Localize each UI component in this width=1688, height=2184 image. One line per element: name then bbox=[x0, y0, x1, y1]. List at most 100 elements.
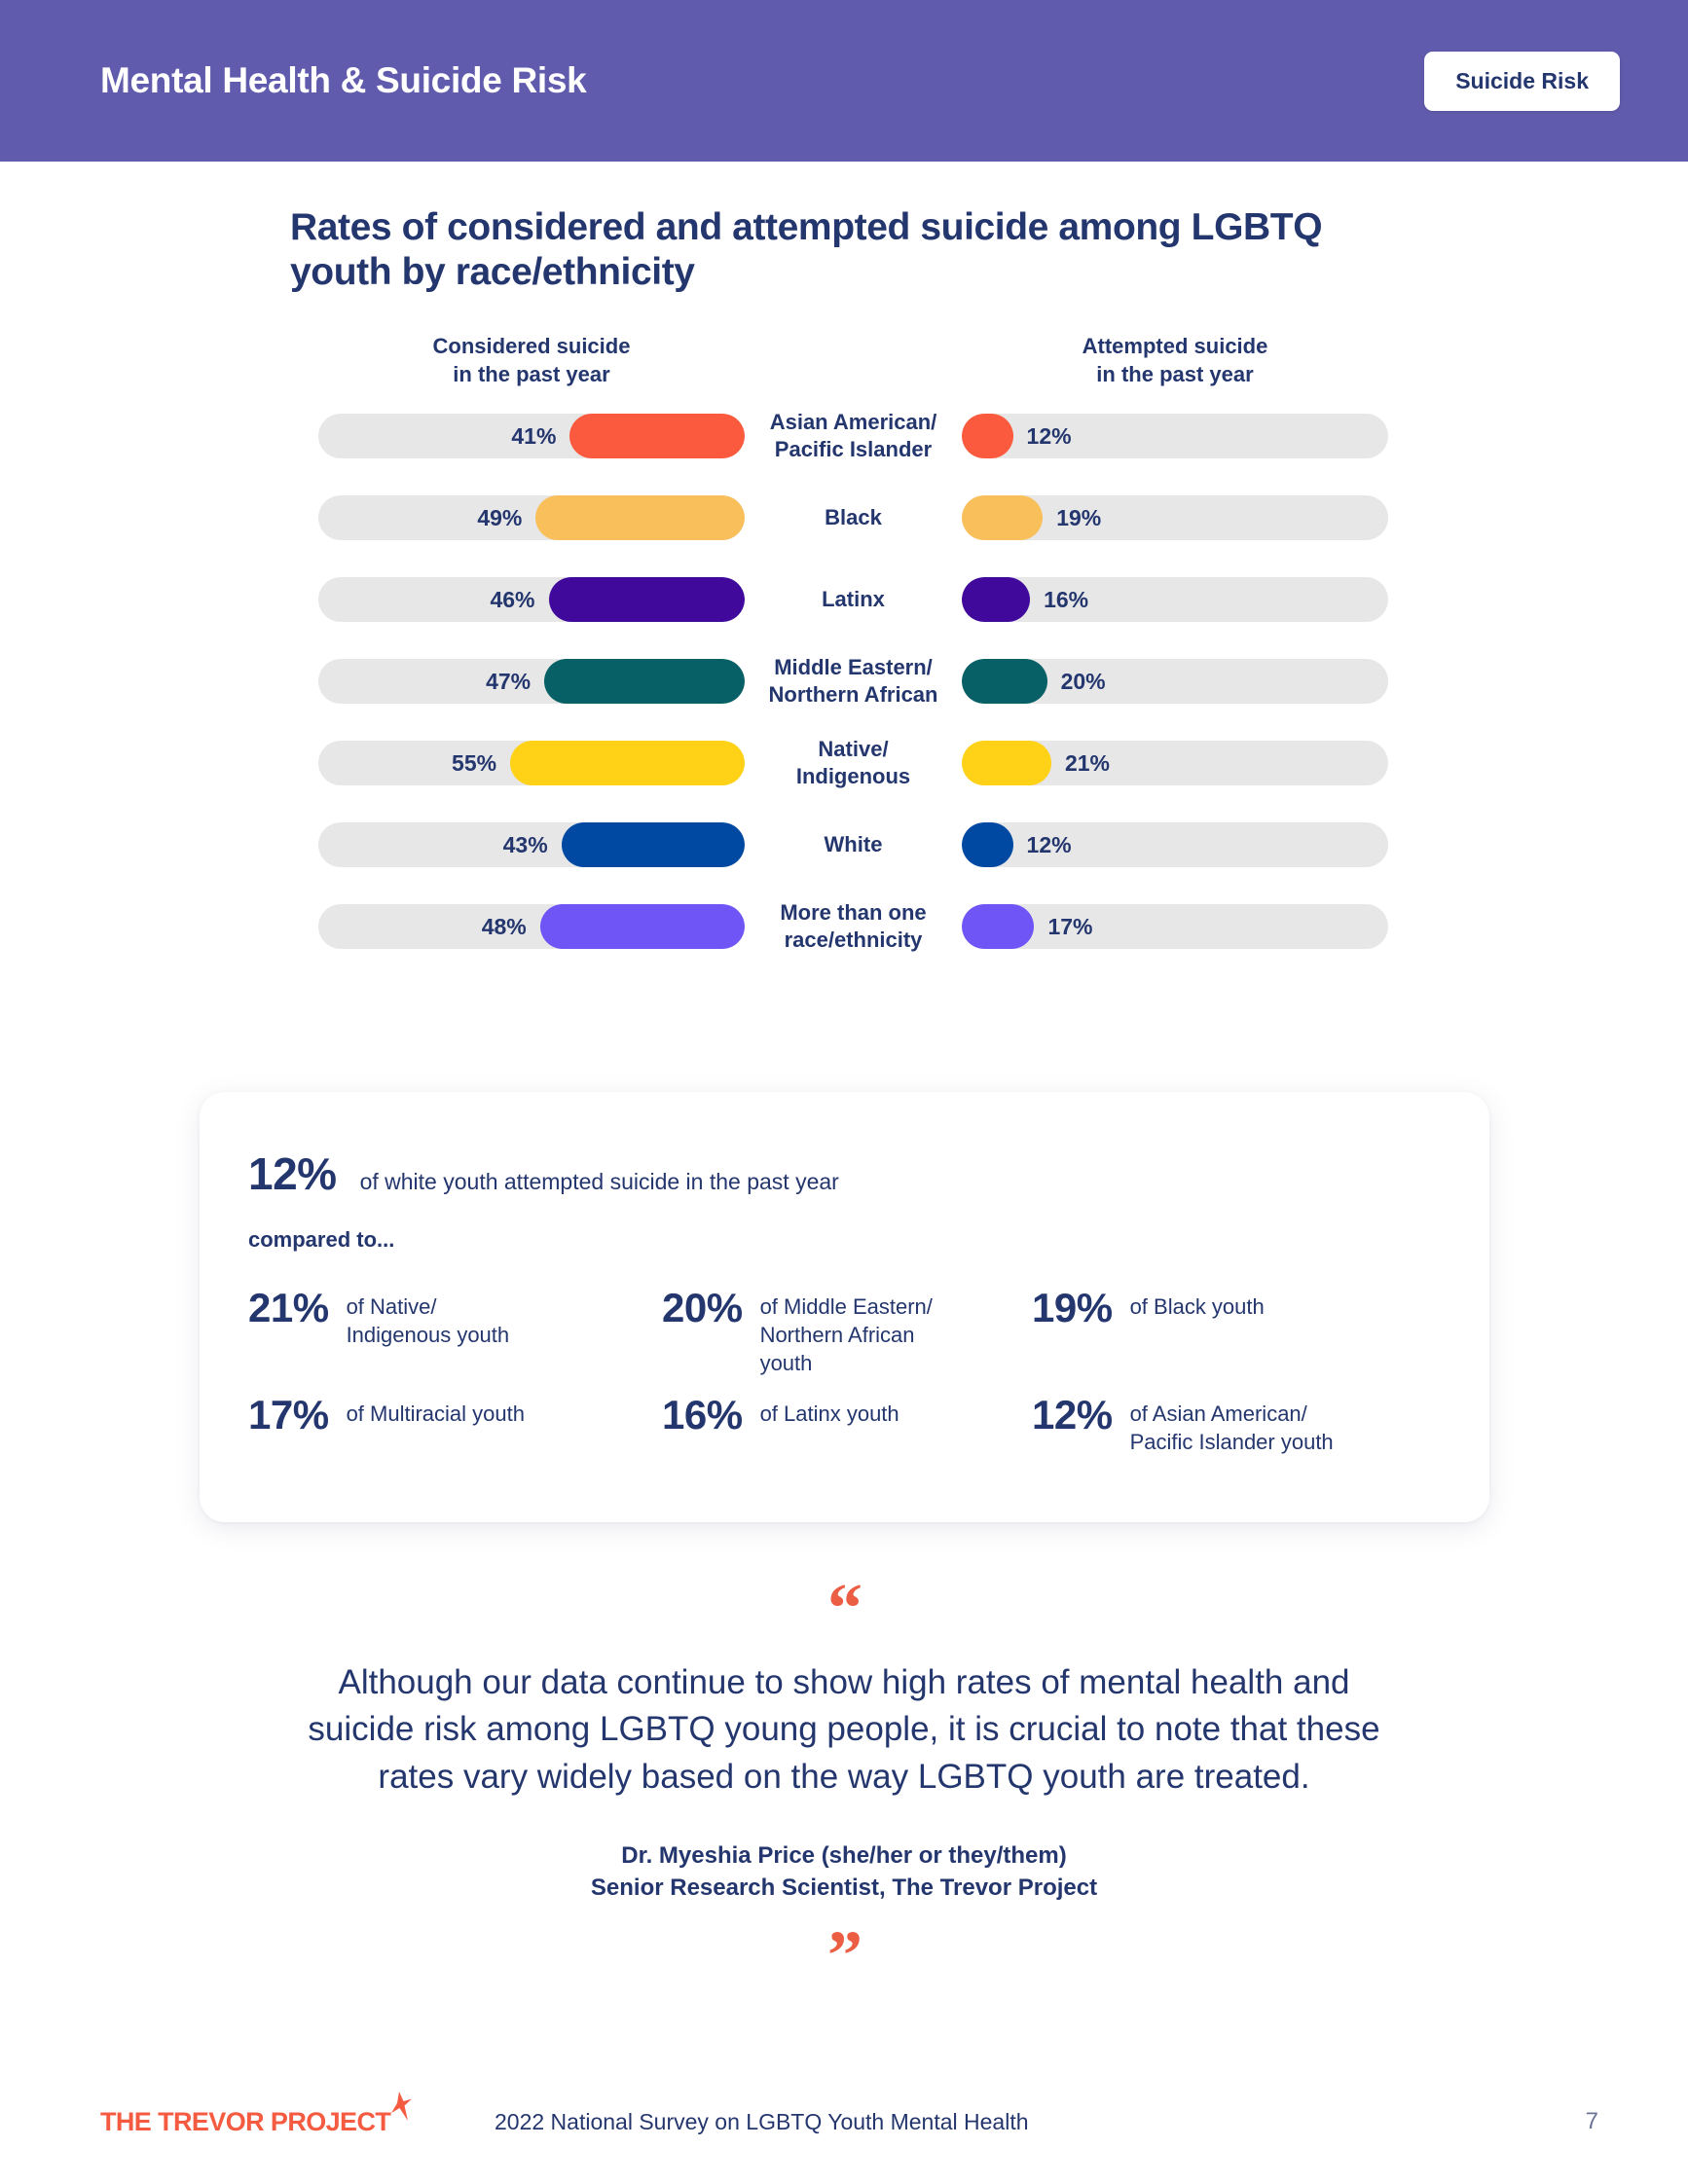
stat-headline-desc: of white youth attempted suicide in the … bbox=[359, 1169, 839, 1194]
bar-track-considered bbox=[318, 495, 745, 541]
bar-fill-attempted bbox=[962, 741, 1051, 786]
bar-fill-attempted bbox=[962, 414, 1013, 459]
bar-row: 43% White 12% bbox=[0, 822, 1688, 868]
bar-fill-considered bbox=[510, 741, 745, 786]
bar-row: 48% More than one race/ethnicity 17% bbox=[0, 900, 1688, 952]
bar-track-attempted bbox=[962, 495, 1388, 541]
section-badge[interactable]: Suicide Risk bbox=[1424, 51, 1620, 111]
stat-item-label: of Middle Eastern/Northern African youth bbox=[759, 1294, 933, 1376]
footer: THE TREVOR PROJECT 2022 National Survey … bbox=[0, 2091, 1688, 2151]
bar-fill-considered bbox=[569, 414, 745, 459]
bar-fill-considered bbox=[544, 659, 745, 705]
bar-value-attempted: 12% bbox=[1026, 423, 1072, 450]
stat-grid: 21% of Native/Indigenous youth 20% of Middl… bbox=[248, 1285, 1441, 1499]
stat-item-label: of Black youth bbox=[1129, 1294, 1265, 1319]
bar-value-attempted: 19% bbox=[1056, 505, 1102, 531]
stat-item-pct: 16% bbox=[662, 1392, 743, 1438]
stat-item-label: of Native/Indigenous youth bbox=[346, 1294, 510, 1348]
bar-value-considered: 47% bbox=[486, 669, 532, 695]
bar-value-considered: 41% bbox=[511, 423, 557, 450]
column-header-attempted-line1: Attempted suicide in the past year bbox=[1082, 334, 1268, 387]
stat-item: 21% of Native/Indigenous youth bbox=[248, 1285, 662, 1392]
star-icon bbox=[386, 2091, 413, 2121]
bar-fill-attempted bbox=[962, 659, 1047, 705]
bar-value-considered: 48% bbox=[481, 914, 527, 940]
bar-value-considered: 55% bbox=[452, 750, 497, 777]
stat-item-label: of Asian American/Pacific Islander youth bbox=[1129, 1401, 1334, 1455]
bar-chart: 41% Asian American/Pacific Islander 12% 49%… bbox=[0, 410, 1688, 952]
page-title: Mental Health & Suicide Risk bbox=[100, 60, 587, 100]
quote-attribution-role: Senior Research Scientist, The Trevor Pr… bbox=[590, 1875, 1098, 1901]
stat-headline: 12% of white youth attempted suicide in … bbox=[248, 1147, 839, 1200]
bar-row-label: Native/Indigenous bbox=[795, 736, 911, 789]
bar-value-attempted: 12% bbox=[1026, 832, 1072, 858]
chart-section: Rates of considered and attempted suicid… bbox=[0, 162, 1688, 952]
stat-item: 17% of Multiracial youth bbox=[248, 1392, 662, 1499]
bar-row-label: Latinx bbox=[822, 586, 885, 611]
footer-caption: 2022 National Survey on LGBTQ Youth Ment… bbox=[495, 2108, 1029, 2134]
stat-item: 19% of Black youth bbox=[1032, 1285, 1441, 1392]
stat-item-pct: 20% bbox=[662, 1285, 743, 1330]
bar-value-attempted: 17% bbox=[1047, 914, 1093, 940]
bar-track-considered bbox=[318, 741, 745, 786]
bar-row: 49% Black 19% bbox=[0, 495, 1688, 541]
bar-track-attempted bbox=[962, 741, 1388, 786]
bar-track-considered bbox=[318, 904, 745, 950]
bar-track-attempted bbox=[962, 822, 1388, 868]
bar-row-label: Black bbox=[825, 504, 882, 529]
quote-block: “ Although our data continue to show hig… bbox=[0, 1569, 1688, 1995]
bar-fill-considered bbox=[539, 904, 745, 950]
quote-attribution: Dr. Myeshia Price (she/her or they/them)… bbox=[304, 1839, 1384, 1904]
quote-text: Although our data continue to show high … bbox=[308, 1663, 1380, 1796]
column-header-attempted: Attempted suicide in the past year bbox=[962, 332, 1388, 389]
bar-row: 46% Latinx 16% bbox=[0, 577, 1688, 623]
bar-fill-considered bbox=[548, 577, 745, 623]
bar-track-attempted bbox=[962, 659, 1388, 705]
column-headers: Considered suicide in the past year Attem… bbox=[0, 332, 1688, 406]
stat-card: 12% of white youth attempted suicide in … bbox=[200, 1092, 1489, 1522]
bar-fill-attempted bbox=[962, 822, 1013, 868]
stat-item-pct: 21% bbox=[248, 1285, 329, 1330]
bar-value-considered: 46% bbox=[490, 587, 535, 613]
stat-item: 16% of Latinx youth bbox=[662, 1392, 1032, 1499]
bar-row-label: More than one race/ethnicity bbox=[780, 899, 927, 953]
bar-value-attempted: 21% bbox=[1064, 750, 1111, 777]
bar-value-attempted: 20% bbox=[1060, 669, 1106, 695]
bar-track-attempted bbox=[962, 414, 1388, 459]
bar-fill-attempted bbox=[962, 577, 1031, 623]
bar-track-considered bbox=[318, 414, 745, 459]
column-header-considered: Considered suicide in the past year bbox=[318, 332, 745, 389]
bar-row-label: Asian American/Pacific Islander bbox=[769, 409, 937, 462]
bar-value-considered: 49% bbox=[477, 505, 523, 531]
bar-row-label: White bbox=[824, 831, 883, 856]
bar-row: 47% Middle Eastern/Northern African 20% bbox=[0, 655, 1688, 707]
stat-item-pct: 17% bbox=[248, 1392, 329, 1438]
bar-fill-considered bbox=[561, 822, 745, 868]
quote-open-icon: “ bbox=[827, 1569, 862, 1647]
trevor-project-logo[interactable]: THE TREVOR PROJECT bbox=[100, 2091, 413, 2137]
stat-item-pct: 12% bbox=[1032, 1392, 1113, 1438]
bar-track-considered bbox=[318, 659, 745, 705]
bar-track-considered bbox=[318, 822, 745, 868]
bar-row: 41% Asian American/Pacific Islander 12% bbox=[0, 410, 1688, 461]
stat-item-label: of Latinx youth bbox=[759, 1401, 899, 1426]
column-header-considered-line1: Considered suicide in the past year bbox=[432, 334, 631, 387]
page-number: 7 bbox=[1585, 2108, 1598, 2134]
header-banner: Mental Health & Suicide Risk Suicide Ris… bbox=[0, 0, 1688, 162]
bar-value-considered: 43% bbox=[502, 832, 548, 858]
bar-track-attempted bbox=[962, 904, 1388, 950]
bar-value-attempted: 16% bbox=[1044, 587, 1089, 613]
bar-track-attempted bbox=[962, 577, 1388, 623]
stat-item-pct: 19% bbox=[1032, 1285, 1113, 1330]
stat-item: 20% of Middle Eastern/Northern African you… bbox=[662, 1285, 1032, 1392]
bar-row: 55% Native/Indigenous 21% bbox=[0, 737, 1688, 788]
compared-to-label: compared to... bbox=[248, 1227, 395, 1252]
quote-attribution-name: Dr. Myeshia Price (she/her or they/them) bbox=[621, 1841, 1067, 1869]
bar-fill-attempted bbox=[962, 495, 1044, 541]
chart-title: Rates of considered and attempted suicid… bbox=[290, 206, 1323, 294]
stat-headline-pct: 12% bbox=[248, 1148, 337, 1199]
quote-close-icon: ” bbox=[827, 1916, 862, 1995]
stat-item: 12% of Asian American/Pacific Islander yo… bbox=[1032, 1392, 1441, 1499]
logo-text: THE TREVOR PROJECT bbox=[100, 2106, 391, 2136]
stat-item-label: of Multiracial youth bbox=[346, 1401, 525, 1426]
